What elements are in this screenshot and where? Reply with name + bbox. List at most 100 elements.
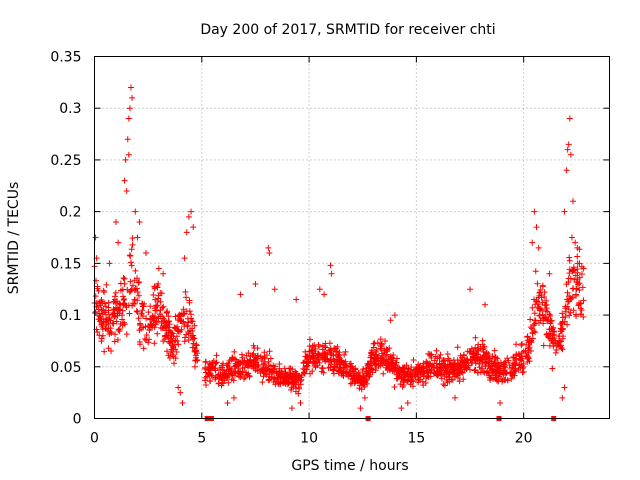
data-point bbox=[101, 300, 108, 307]
data-point bbox=[405, 366, 412, 373]
data-point bbox=[485, 361, 492, 368]
data-point bbox=[547, 312, 554, 319]
data-point bbox=[567, 309, 574, 316]
data-point bbox=[121, 177, 128, 184]
data-point bbox=[467, 366, 474, 373]
data-point bbox=[449, 369, 456, 376]
x-tick-label: 20 bbox=[515, 431, 533, 447]
data-point bbox=[322, 344, 329, 351]
data-point bbox=[305, 359, 312, 366]
data-point bbox=[183, 308, 190, 315]
data-point bbox=[549, 365, 556, 372]
data-point bbox=[378, 345, 385, 352]
data-point bbox=[539, 282, 546, 289]
data-point bbox=[488, 366, 495, 373]
data-point bbox=[127, 259, 134, 266]
data-point bbox=[473, 350, 480, 357]
data-point bbox=[349, 367, 356, 374]
data-point bbox=[440, 364, 447, 371]
data-point bbox=[536, 312, 543, 319]
data-point bbox=[104, 316, 111, 323]
data-point bbox=[359, 375, 366, 382]
data-point bbox=[315, 352, 322, 359]
data-point bbox=[570, 264, 577, 271]
data-point bbox=[122, 156, 129, 163]
data-point bbox=[151, 340, 158, 347]
data-point bbox=[265, 244, 272, 251]
data-point bbox=[427, 352, 434, 359]
data-point bbox=[225, 379, 232, 386]
data-point bbox=[251, 344, 258, 351]
data-point bbox=[171, 324, 178, 331]
data-point bbox=[295, 390, 302, 397]
data-point bbox=[399, 364, 406, 371]
data-point bbox=[151, 283, 158, 290]
data-point bbox=[520, 368, 527, 375]
data-point bbox=[508, 365, 515, 372]
data-point bbox=[127, 84, 134, 91]
data-point bbox=[524, 358, 531, 365]
data-point bbox=[364, 369, 371, 376]
data-point bbox=[112, 331, 119, 338]
data-point bbox=[574, 253, 581, 260]
data-point bbox=[158, 320, 165, 327]
data-point bbox=[300, 365, 307, 372]
data-point bbox=[383, 345, 390, 352]
data-point bbox=[110, 309, 117, 316]
data-point bbox=[166, 327, 173, 334]
data-point bbox=[454, 344, 461, 351]
data-point bbox=[570, 307, 577, 314]
data-point bbox=[338, 372, 345, 379]
data-point bbox=[357, 405, 364, 412]
data-point bbox=[288, 405, 295, 412]
data-point bbox=[331, 357, 338, 364]
data-point bbox=[467, 348, 474, 355]
data-point bbox=[578, 271, 585, 278]
data-point bbox=[244, 363, 251, 370]
data-point bbox=[471, 367, 478, 374]
data-point bbox=[157, 307, 164, 314]
data-point bbox=[576, 274, 583, 281]
data-point bbox=[143, 337, 150, 344]
data-point bbox=[170, 353, 177, 360]
data-point bbox=[282, 372, 289, 379]
data-point bbox=[529, 335, 536, 342]
data-point bbox=[190, 340, 197, 347]
data-point bbox=[94, 328, 101, 335]
data-point bbox=[185, 336, 192, 343]
data-point bbox=[227, 367, 234, 374]
data-point bbox=[394, 355, 401, 362]
data-point bbox=[404, 399, 411, 406]
data-point bbox=[279, 379, 286, 386]
data-point bbox=[265, 362, 272, 369]
x-tick-label: 10 bbox=[300, 431, 318, 447]
data-point bbox=[380, 370, 387, 377]
data-point bbox=[119, 307, 126, 314]
data-point bbox=[273, 368, 280, 375]
data-point bbox=[312, 346, 319, 353]
data-point bbox=[387, 355, 394, 362]
data-point bbox=[523, 353, 530, 360]
data-point bbox=[509, 362, 516, 369]
data-point bbox=[527, 316, 534, 323]
data-point bbox=[519, 340, 526, 347]
data-point bbox=[185, 328, 192, 335]
data-point bbox=[103, 281, 110, 288]
data-point bbox=[557, 342, 564, 349]
data-point bbox=[114, 336, 121, 343]
data-point bbox=[416, 364, 423, 371]
data-point bbox=[234, 369, 241, 376]
data-point bbox=[368, 349, 375, 356]
data-point bbox=[254, 355, 261, 362]
data-point bbox=[239, 354, 246, 361]
data-point bbox=[306, 336, 313, 343]
data-point bbox=[459, 369, 466, 376]
data-point bbox=[553, 346, 560, 353]
data-point bbox=[243, 360, 250, 367]
data-point bbox=[123, 331, 130, 338]
data-point bbox=[266, 250, 273, 257]
data-point bbox=[135, 279, 142, 286]
data-point bbox=[398, 405, 405, 412]
data-point bbox=[542, 308, 549, 315]
data-point bbox=[384, 366, 391, 373]
